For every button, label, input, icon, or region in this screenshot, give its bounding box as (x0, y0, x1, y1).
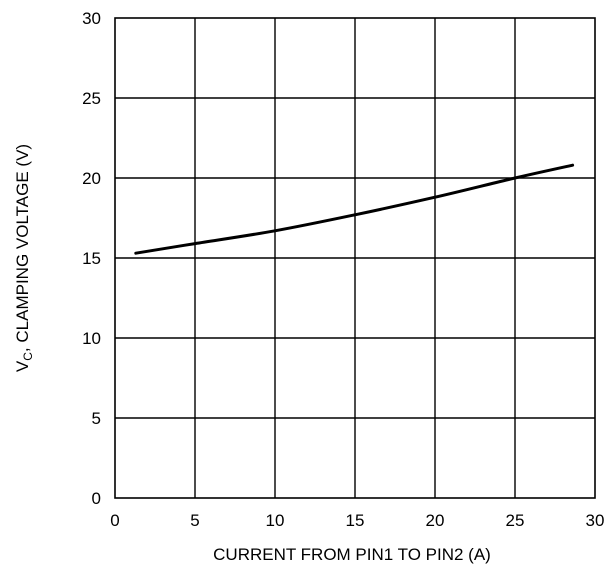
x-tick-labels: 0 5 10 15 20 25 30 (110, 511, 604, 530)
x-tick-label-15: 15 (346, 511, 365, 530)
x-tick-label-0: 0 (110, 511, 119, 530)
y-tick-label-10: 10 (82, 329, 101, 348)
x-tick-label-25: 25 (506, 511, 525, 530)
y-tick-label-15: 15 (82, 249, 101, 268)
y-axis-title-prefix: V (13, 360, 32, 372)
y-axis-title-suffix: , CLAMPING VOLTAGE (V) (13, 144, 32, 352)
x-tick-label-10: 10 (266, 511, 285, 530)
grid (115, 18, 595, 498)
x-tick-label-5: 5 (190, 511, 199, 530)
x-tick-label-20: 20 (426, 511, 445, 530)
y-tick-label-30: 30 (82, 9, 101, 28)
y-tick-labels: 0 5 10 15 20 25 30 (82, 9, 101, 508)
x-axis-title: CURRENT FROM PIN1 TO PIN2 (A) (213, 545, 491, 564)
y-tick-label-25: 25 (82, 89, 101, 108)
y-tick-label-20: 20 (82, 169, 101, 188)
y-tick-label-5: 5 (92, 409, 101, 428)
plot-frame (114, 17, 596, 499)
y-axis-title-subscript: C (21, 352, 35, 361)
y-tick-label-0: 0 (92, 489, 101, 508)
x-tick-label-30: 30 (586, 511, 605, 530)
series-line-0 (134, 163, 575, 255)
y-axis-title: VC, CLAMPING VOLTAGE (V) (13, 144, 35, 372)
plot-border (114, 17, 596, 499)
series-layer (134, 163, 575, 255)
